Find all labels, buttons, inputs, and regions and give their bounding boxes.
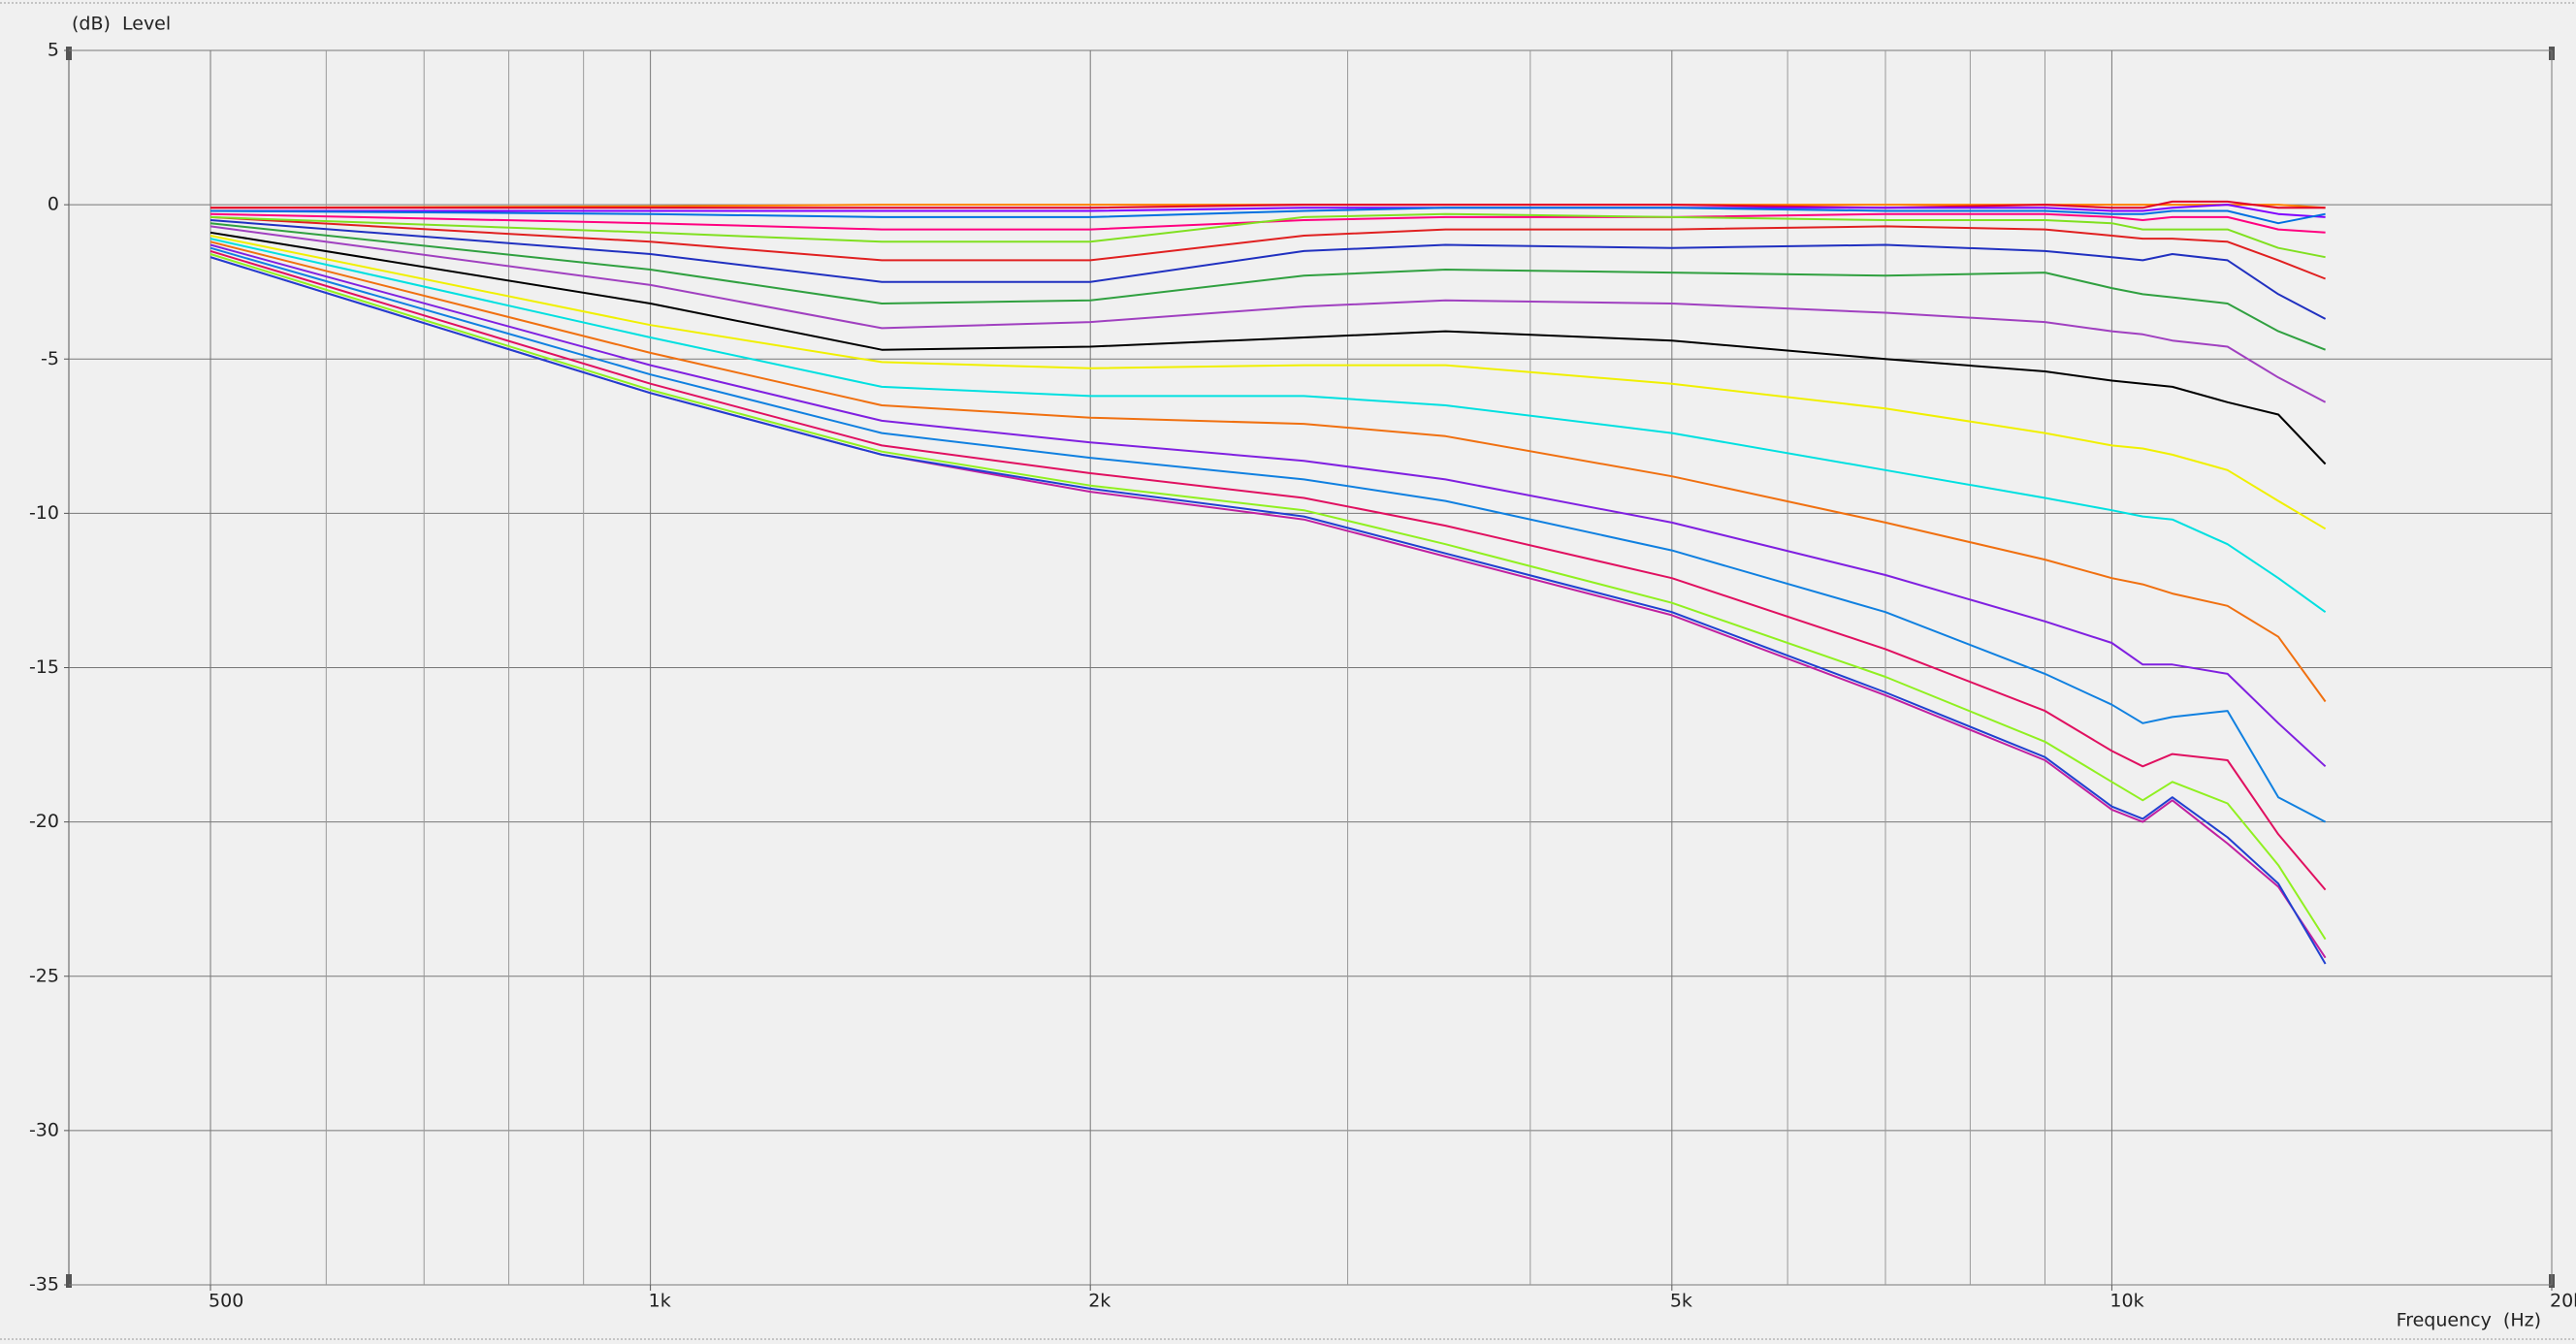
y-tick-label: -5 bbox=[41, 348, 59, 369]
y-tick-label: -25 bbox=[29, 965, 59, 986]
series-line bbox=[209, 243, 2327, 768]
series-line bbox=[210, 204, 2326, 218]
x-axis-label: Frequency (Hz) bbox=[2397, 1310, 2541, 1331]
series-line bbox=[209, 235, 2327, 530]
series-line bbox=[209, 215, 2326, 280]
series-line bbox=[209, 238, 2327, 614]
y-tick-label: -20 bbox=[29, 811, 59, 832]
y-tick-label: 0 bbox=[48, 194, 59, 215]
corner-handle bbox=[66, 1274, 72, 1288]
x-tick-label: 500 bbox=[209, 1291, 243, 1312]
series-line bbox=[209, 231, 2327, 465]
y-tick-label: -10 bbox=[29, 502, 59, 524]
series-line bbox=[209, 256, 2327, 965]
x-tick-label: 10k bbox=[2109, 1291, 2143, 1312]
y-tick-label: -30 bbox=[29, 1119, 59, 1140]
x-tick-label: 2k bbox=[1088, 1291, 1111, 1312]
series-line bbox=[209, 212, 2326, 234]
series-line bbox=[209, 219, 2327, 320]
series-line bbox=[209, 222, 2326, 351]
x-tick-label: 20k bbox=[2550, 1291, 2576, 1312]
series-line bbox=[209, 240, 2327, 703]
series-line bbox=[209, 225, 2327, 403]
series-line bbox=[209, 207, 2326, 225]
series-line bbox=[209, 253, 2327, 941]
x-tick-label: 1k bbox=[649, 1291, 671, 1312]
y-tick-label: -15 bbox=[29, 656, 59, 678]
y-tick-label: -35 bbox=[29, 1274, 59, 1296]
series-line bbox=[209, 246, 2327, 823]
x-tick-label: 5k bbox=[1670, 1291, 1692, 1312]
series-line bbox=[209, 249, 2327, 891]
series-line bbox=[209, 204, 2326, 209]
series-line bbox=[209, 256, 2327, 959]
y-axis-label: (dB) Level bbox=[72, 14, 171, 35]
series-line bbox=[209, 212, 2326, 259]
corner-handle bbox=[66, 47, 72, 60]
y-tick-label: 5 bbox=[48, 40, 59, 61]
